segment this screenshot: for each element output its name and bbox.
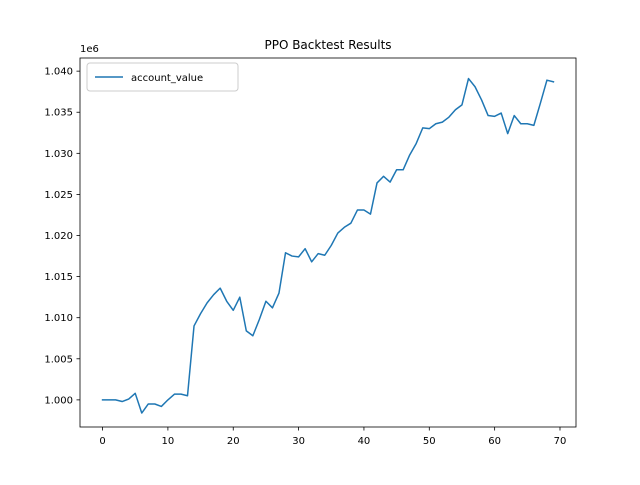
- y-axis-offset-label: 1e6: [80, 44, 99, 55]
- y-tick-label: 1.005: [44, 354, 73, 365]
- y-tick-label: 1.035: [44, 108, 73, 119]
- x-tick-label: 40: [358, 436, 371, 447]
- x-tick-label: 70: [554, 436, 567, 447]
- y-tick-label: 1.030: [44, 149, 73, 160]
- axes: 0 10 20 30 40 50 60 70 1.000 1.005 1.010 1.015 1.020…: [44, 57, 577, 447]
- y-tick-label: 1.025: [44, 190, 73, 201]
- series-line-account-value: [101, 77, 555, 414]
- x-tick-label: 0: [99, 436, 105, 447]
- y-tick-label: 1.000: [44, 395, 73, 406]
- x-tick-label: 10: [162, 436, 175, 447]
- legend: account_value: [86, 62, 239, 92]
- x-tick-label: 30: [292, 436, 305, 447]
- x-tick-label: 60: [488, 436, 501, 447]
- legend-frame: [86, 62, 239, 92]
- chart-title: PPO Backtest Results: [264, 38, 391, 52]
- y-tick-label: 1.010: [44, 313, 73, 324]
- y-tick-label: 1.040: [44, 67, 73, 78]
- series-layer: [101, 77, 555, 414]
- plot-frame: [79, 57, 577, 428]
- x-tick-label: 50: [423, 436, 436, 447]
- y-tick-label: 1.020: [44, 231, 73, 242]
- x-tick-label: 20: [227, 436, 240, 447]
- y-tick-label: 1.015: [44, 272, 73, 283]
- legend-label-account-value: account_value: [131, 73, 203, 84]
